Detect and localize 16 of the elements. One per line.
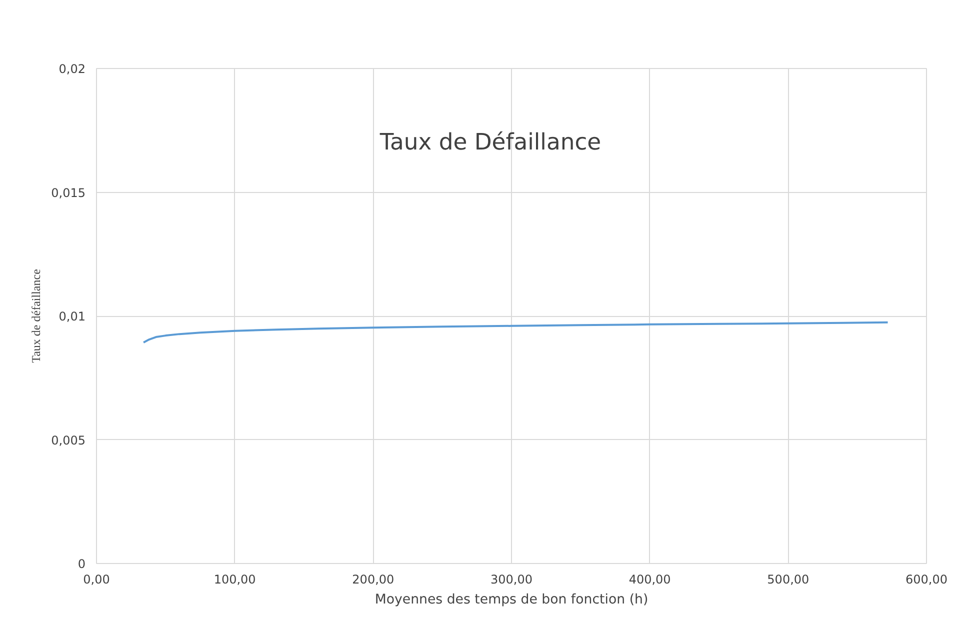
x-tick-label: 500,00 [767, 572, 810, 586]
text: Taux de Défaillance [378, 130, 602, 156]
y-tick-label: 0 [78, 557, 86, 571]
x-tick-label: 200,00 [352, 572, 394, 586]
y-tick-label: 0,02 [58, 62, 86, 76]
x-tick-label: 400,00 [628, 572, 671, 586]
x-tick-label: 600,00 [906, 572, 948, 586]
x-axis-title: Moyennes des temps de bon fonction (h) [374, 592, 648, 608]
y-tick-label: 0,015 [51, 186, 86, 200]
y-axis-title: Taux de défaillance [29, 269, 44, 363]
line-series [142, 321, 889, 344]
y-tick-label: 0,01 [58, 310, 86, 324]
y-tick-label: 0,005 [51, 433, 86, 448]
x-tick-label: 0,00 [83, 572, 110, 586]
x-tick-label: 300,00 [490, 572, 533, 586]
x-tick-label: 100,00 [214, 572, 256, 586]
